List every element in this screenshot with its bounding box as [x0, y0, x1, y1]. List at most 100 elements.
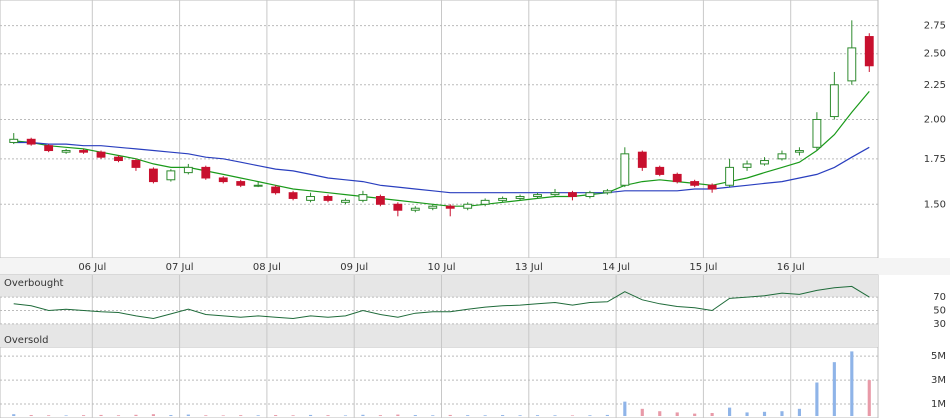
volume-bar [535, 415, 540, 416]
moving-average [13, 141, 870, 194]
volume-bar [274, 415, 278, 416]
candle-body [760, 160, 769, 165]
candle-body [61, 150, 71, 153]
candle-body [480, 199, 490, 205]
volume-bar [12, 414, 16, 416]
volume-bar [47, 415, 51, 416]
volume-bar [343, 415, 348, 416]
price-panel [0, 0, 879, 259]
candle-body [550, 192, 560, 196]
candle-body [655, 166, 665, 175]
candle-body [288, 192, 298, 199]
volume-bar [64, 415, 68, 416]
volume-bar [797, 408, 802, 416]
volume-bar [623, 401, 627, 416]
candle-body [44, 145, 54, 152]
volume-bar [640, 408, 644, 416]
candle-body [9, 138, 19, 143]
candle-body [79, 150, 88, 153]
candle-body [533, 194, 542, 198]
candle-body [428, 205, 438, 209]
volume-bar [448, 414, 452, 416]
volume-bar [466, 415, 470, 416]
volume-bar [815, 382, 819, 416]
overbought-label: Overbought [4, 278, 64, 289]
volume-bar [832, 362, 836, 416]
y-tick-label: 1M [931, 399, 946, 410]
y-tick-label: 50 [933, 306, 946, 317]
volume-bar [29, 415, 33, 416]
volume-bar [588, 415, 592, 416]
y-tick-label: 5M [931, 351, 946, 362]
volume-panel [0, 346, 879, 418]
y-tick-label: 2.50 [924, 49, 946, 60]
volume-bar [728, 407, 732, 416]
volume-bar [396, 414, 400, 416]
candle-body [114, 156, 123, 162]
candle-body [306, 196, 315, 201]
candle-body [218, 177, 228, 183]
volume-bar [518, 415, 522, 416]
volume-bar [762, 411, 767, 416]
candle-body [341, 199, 350, 203]
overbought-zone [0, 275, 878, 298]
candle-body [463, 203, 473, 209]
volume-bar [413, 415, 417, 416]
volume-bar [675, 412, 679, 416]
volume-bar [570, 415, 575, 416]
volume-bar [501, 415, 505, 416]
x-tick-label: 09 Jul [340, 262, 368, 273]
volume-bar [116, 415, 121, 416]
volume-bar [239, 415, 243, 416]
y-tick-label: 3M [931, 375, 946, 386]
y-tick-label: 2.75 [924, 21, 946, 32]
volume-bar [169, 415, 173, 416]
y-tick-label: 2.00 [924, 114, 946, 125]
candle-body [358, 194, 368, 201]
volume-bar [308, 414, 313, 416]
volume-bar [605, 414, 609, 416]
volume-bar [221, 415, 225, 416]
candle-body [742, 163, 752, 168]
date-strip [0, 258, 950, 275]
x-tick-label: 08 Jul [253, 262, 281, 273]
candle-body [568, 192, 577, 198]
candle-body [707, 184, 717, 190]
candle-body [183, 166, 193, 174]
volume-bar [850, 351, 854, 416]
candle-body [812, 118, 822, 148]
volume-bar [81, 415, 86, 416]
candle-body [236, 181, 246, 186]
candle-body [253, 184, 263, 187]
candle-body [271, 186, 281, 194]
x-tick-label: 06 Jul [78, 262, 106, 273]
candle-body [201, 166, 211, 179]
x-tick-label: 14 Jul [602, 262, 630, 273]
x-tick-label: 07 Jul [166, 262, 194, 273]
volume-bar [326, 415, 330, 416]
volume-bar [780, 411, 784, 416]
y-tick-label: 70 [933, 292, 946, 303]
volume-bar [693, 413, 697, 416]
candle-body [777, 153, 787, 160]
candle-body [515, 196, 525, 199]
volume-bar [151, 414, 155, 416]
candle-body [323, 196, 333, 201]
volume-bar [204, 415, 208, 416]
volume-bar [431, 415, 435, 416]
candle-body [795, 150, 804, 153]
candle-body [131, 160, 141, 168]
candle-body [26, 138, 36, 145]
candle-body [410, 207, 420, 211]
volume-bar [483, 415, 487, 416]
volume-bar [553, 415, 557, 416]
volume-bar [134, 414, 138, 416]
volume-bar [99, 414, 103, 416]
candle-body [498, 197, 508, 201]
volume-bar [745, 412, 749, 416]
candle-body [445, 205, 455, 209]
oversold-label: Oversold [4, 335, 49, 346]
volume-bar [256, 415, 260, 416]
volume-bar [867, 380, 871, 416]
